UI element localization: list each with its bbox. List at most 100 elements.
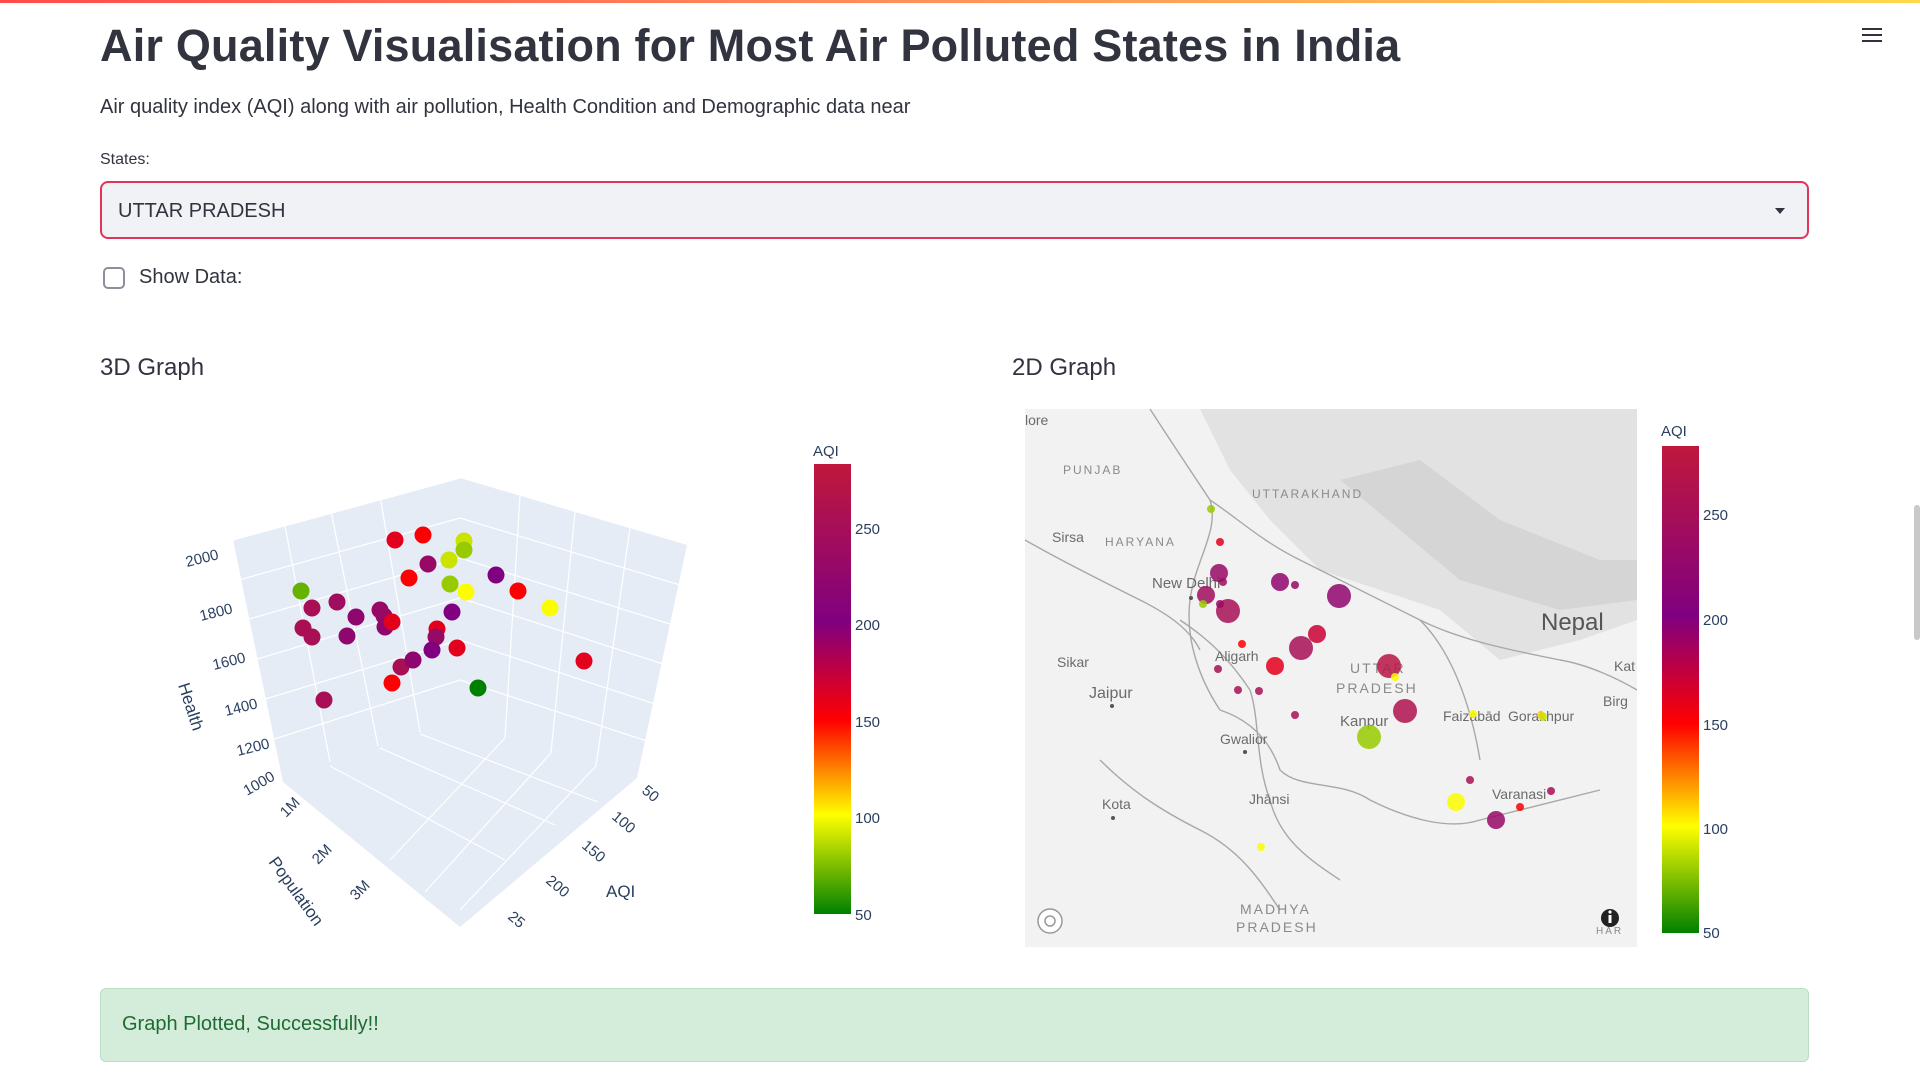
graph2d-point[interactable]: [1207, 505, 1215, 513]
graph2d-points: [1197, 505, 1555, 851]
map-label-sirsa: Sirsa: [1052, 529, 1084, 545]
graph3d-chart[interactable]: 2000 1800 1600 1400 1200 1000 Health 1M …: [150, 400, 920, 930]
graph3d-point[interactable]: [315, 691, 333, 709]
graph3d-point[interactable]: [440, 551, 458, 569]
graph3d-point[interactable]: [575, 652, 593, 670]
graph3d-point[interactable]: [469, 679, 487, 697]
info-icon[interactable]: [1601, 909, 1619, 927]
hamburger-icon[interactable]: [1860, 24, 1884, 48]
page-subtitle: Air quality index (AQI) along with air p…: [100, 96, 911, 118]
colorbar-tick: 100: [1703, 821, 1728, 838]
map-label-lore: lore: [1025, 412, 1049, 428]
graph2d-point[interactable]: [1466, 776, 1474, 784]
graph2d-point[interactable]: [1291, 711, 1299, 719]
graph3d-point[interactable]: [414, 526, 432, 544]
terrain-ridge: [1340, 460, 1637, 610]
health-axis-title: Health: [174, 680, 207, 733]
graph3d-point[interactable]: [448, 639, 466, 657]
graph3d-point[interactable]: [404, 651, 422, 669]
graph2d-point[interactable]: [1257, 843, 1265, 851]
colorbar: [1662, 446, 1699, 933]
graph2d-heading: 2D Graph: [1012, 354, 1117, 381]
graph2d-point[interactable]: [1357, 725, 1381, 749]
graph2d-point[interactable]: [1308, 625, 1326, 643]
grid-lines: [232, 477, 681, 911]
graph3d-point[interactable]: [338, 627, 356, 645]
graph2d-point[interactable]: [1197, 586, 1215, 604]
graph3d-point[interactable]: [303, 628, 321, 646]
graph2d-point[interactable]: [1469, 710, 1477, 718]
colorbar-tick: 200: [855, 617, 880, 634]
colorbar-tick: 100: [855, 810, 880, 827]
graph2d-point[interactable]: [1393, 699, 1417, 723]
graph3d-point[interactable]: [347, 608, 365, 626]
colorbar-tick: 250: [1703, 507, 1728, 524]
graph3d-point[interactable]: [427, 628, 445, 646]
map-label-kota: Kota: [1102, 796, 1131, 812]
graph2d-point[interactable]: [1216, 538, 1224, 546]
graph2d-point[interactable]: [1391, 673, 1399, 681]
graph3d-point[interactable]: [303, 599, 321, 617]
graph2d-point[interactable]: [1216, 600, 1224, 608]
graph3d-point[interactable]: [509, 582, 527, 600]
population-tick: 3M: [347, 877, 374, 904]
graph3d-point[interactable]: [457, 583, 475, 601]
graph2d-point[interactable]: [1487, 811, 1505, 829]
graph2d-point[interactable]: [1238, 640, 1246, 648]
graph2d-point[interactable]: [1516, 803, 1524, 811]
graph2d-point[interactable]: [1289, 636, 1313, 660]
graph2d-point[interactable]: [1234, 686, 1242, 694]
graph3d-point[interactable]: [487, 566, 505, 584]
map-label-har: HAR: [1596, 926, 1623, 937]
graph2d-point[interactable]: [1219, 578, 1227, 586]
graph3d-point[interactable]: [383, 613, 401, 631]
graph3d-point[interactable]: [400, 569, 418, 587]
health-tick: 2000: [184, 546, 220, 571]
graph2d-point[interactable]: [1210, 564, 1228, 582]
graph2d-point[interactable]: [1291, 581, 1299, 589]
map-label-gwalior: Gwalior: [1220, 731, 1268, 747]
graph3d-point[interactable]: [383, 674, 401, 692]
health-tick: 1800: [198, 600, 234, 625]
graph2d-point[interactable]: [1447, 793, 1465, 811]
map-label-sikar: Sikar: [1057, 654, 1089, 670]
graph2d-point[interactable]: [1255, 687, 1263, 695]
mapbox-logo-icon[interactable]: [1037, 908, 1063, 934]
page-scrollbar[interactable]: [1914, 505, 1920, 640]
graph3d-point[interactable]: [292, 582, 310, 600]
states-select[interactable]: UTTAR PRADESH: [100, 181, 1809, 239]
graph3d-point[interactable]: [423, 641, 441, 659]
graph3d-point[interactable]: [541, 599, 559, 617]
colorbar-tick: 150: [855, 714, 880, 731]
show-data-checkbox[interactable]: [103, 266, 125, 289]
map-label-madhya: MADHYA: [1240, 901, 1311, 917]
graph2d-point[interactable]: [1199, 600, 1207, 608]
graph2d-point[interactable]: [1214, 665, 1222, 673]
graph2d-point[interactable]: [1271, 573, 1289, 591]
graph2d-point[interactable]: [1547, 787, 1555, 795]
graph3d-point[interactable]: [443, 603, 461, 621]
map-label-mp-pradesh: PRADESH: [1236, 919, 1318, 935]
graph2d-point[interactable]: [1539, 713, 1547, 721]
graph3d-point[interactable]: [441, 575, 459, 593]
map-label-jaipur: Jaipur: [1089, 685, 1133, 702]
map-label-varanasi: Varanasi: [1492, 786, 1546, 802]
graph2d-point[interactable]: [1377, 654, 1401, 678]
show-data-checkbox-row[interactable]: Show Data:: [103, 266, 242, 289]
graph3d-point[interactable]: [419, 555, 437, 573]
graph3d-point[interactable]: [455, 541, 473, 559]
graph2d-point[interactable]: [1266, 657, 1284, 675]
graph2d-map-chart[interactable]: PUNJAB UTTARAKHAND HARYANA UTTAR PRADESH…: [1020, 405, 1740, 950]
graph3d-point[interactable]: [386, 531, 404, 549]
colorbar: [814, 464, 851, 914]
map-label-nepal: Nepal: [1541, 609, 1604, 636]
map-label-haryana: HARYANA: [1105, 535, 1176, 549]
map-label-jhansi: Jhānsi: [1249, 791, 1289, 807]
graph2d-point[interactable]: [1327, 584, 1351, 608]
graph3d-point[interactable]: [328, 593, 346, 611]
colorbar-tick: 150: [1703, 717, 1728, 734]
population-tick: 2M: [309, 841, 336, 868]
states-select-value: UTTAR PRADESH: [118, 200, 286, 222]
chevron-down-icon[interactable]: [1775, 208, 1785, 214]
map-label-punjab: PUNJAB: [1063, 463, 1122, 477]
